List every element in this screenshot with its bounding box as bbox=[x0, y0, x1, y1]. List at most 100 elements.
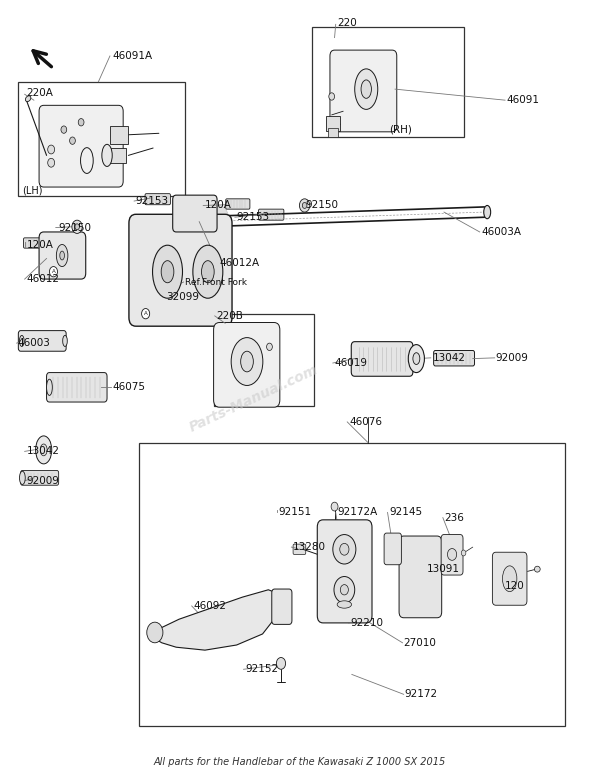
FancyBboxPatch shape bbox=[493, 553, 527, 605]
Circle shape bbox=[75, 224, 79, 229]
Text: 46003A: 46003A bbox=[481, 227, 521, 237]
Text: 13042: 13042 bbox=[433, 353, 466, 363]
Circle shape bbox=[48, 145, 55, 154]
Ellipse shape bbox=[47, 379, 52, 395]
Ellipse shape bbox=[56, 244, 68, 267]
Text: 46075: 46075 bbox=[113, 382, 146, 392]
Text: 120A: 120A bbox=[205, 201, 232, 211]
FancyBboxPatch shape bbox=[145, 194, 170, 205]
Text: 120A: 120A bbox=[26, 240, 53, 250]
FancyBboxPatch shape bbox=[23, 238, 48, 248]
FancyBboxPatch shape bbox=[47, 373, 107, 402]
Text: 46012A: 46012A bbox=[220, 258, 259, 268]
FancyBboxPatch shape bbox=[399, 536, 442, 618]
Text: A: A bbox=[52, 269, 55, 274]
Text: 92153: 92153 bbox=[136, 196, 169, 206]
Text: (LH): (LH) bbox=[22, 186, 43, 196]
Bar bbox=[110, 148, 126, 163]
FancyBboxPatch shape bbox=[173, 195, 217, 232]
Text: 92172: 92172 bbox=[405, 689, 438, 699]
Ellipse shape bbox=[361, 80, 371, 98]
Ellipse shape bbox=[19, 336, 24, 346]
Text: 120: 120 bbox=[505, 581, 524, 591]
Ellipse shape bbox=[408, 345, 424, 373]
Text: 92151: 92151 bbox=[278, 508, 312, 518]
Circle shape bbox=[299, 199, 310, 212]
Text: 92150: 92150 bbox=[306, 201, 339, 211]
Circle shape bbox=[61, 126, 67, 133]
Bar bbox=[328, 128, 338, 137]
Circle shape bbox=[48, 158, 55, 167]
Circle shape bbox=[329, 93, 335, 100]
Text: 92145: 92145 bbox=[389, 508, 422, 518]
FancyBboxPatch shape bbox=[351, 342, 413, 376]
Ellipse shape bbox=[241, 351, 253, 372]
Bar bbox=[326, 116, 340, 131]
Text: 46076: 46076 bbox=[349, 417, 382, 427]
Ellipse shape bbox=[25, 96, 31, 102]
Text: 46091: 46091 bbox=[506, 95, 539, 105]
Circle shape bbox=[147, 622, 163, 642]
Text: 92152: 92152 bbox=[245, 664, 278, 674]
Bar bbox=[139, 443, 565, 726]
FancyBboxPatch shape bbox=[19, 331, 66, 351]
Ellipse shape bbox=[535, 567, 540, 572]
Text: Ref.Front Fork: Ref.Front Fork bbox=[185, 277, 247, 287]
Ellipse shape bbox=[231, 338, 263, 385]
Circle shape bbox=[266, 343, 272, 350]
FancyBboxPatch shape bbox=[259, 209, 284, 220]
Circle shape bbox=[142, 308, 149, 319]
Text: 13091: 13091 bbox=[427, 564, 460, 574]
Text: 236: 236 bbox=[444, 512, 464, 522]
Ellipse shape bbox=[484, 205, 491, 219]
Text: 13280: 13280 bbox=[293, 542, 326, 552]
Ellipse shape bbox=[355, 69, 378, 109]
Text: 92009: 92009 bbox=[496, 353, 529, 363]
Circle shape bbox=[340, 584, 349, 595]
FancyBboxPatch shape bbox=[39, 232, 86, 279]
Circle shape bbox=[302, 202, 307, 208]
Circle shape bbox=[49, 267, 58, 277]
Circle shape bbox=[448, 549, 457, 560]
Text: 46012: 46012 bbox=[26, 274, 59, 284]
FancyBboxPatch shape bbox=[330, 50, 397, 132]
Text: (RH): (RH) bbox=[389, 125, 412, 135]
Text: 27010: 27010 bbox=[404, 638, 437, 648]
Text: 46092: 46092 bbox=[193, 601, 226, 611]
Circle shape bbox=[277, 657, 286, 670]
Text: 92153: 92153 bbox=[236, 212, 270, 222]
Bar bbox=[110, 126, 128, 144]
Ellipse shape bbox=[202, 260, 214, 283]
Text: 92150: 92150 bbox=[58, 222, 91, 232]
Ellipse shape bbox=[502, 566, 517, 591]
Text: 220B: 220B bbox=[217, 311, 244, 321]
Text: 32099: 32099 bbox=[166, 291, 199, 301]
Circle shape bbox=[78, 119, 84, 126]
FancyBboxPatch shape bbox=[39, 105, 123, 187]
Text: 220: 220 bbox=[337, 18, 357, 28]
Text: 92009: 92009 bbox=[26, 476, 59, 486]
Bar bbox=[18, 82, 185, 196]
Ellipse shape bbox=[60, 251, 64, 260]
Circle shape bbox=[70, 137, 76, 144]
Ellipse shape bbox=[40, 444, 47, 456]
FancyBboxPatch shape bbox=[384, 533, 401, 565]
Text: Parts-Manual.com: Parts-Manual.com bbox=[187, 362, 320, 435]
Circle shape bbox=[208, 205, 229, 232]
Circle shape bbox=[72, 220, 82, 233]
Ellipse shape bbox=[19, 471, 25, 484]
FancyBboxPatch shape bbox=[441, 535, 463, 575]
Text: 46091A: 46091A bbox=[113, 51, 153, 61]
Text: 46019: 46019 bbox=[335, 358, 368, 368]
Ellipse shape bbox=[35, 436, 52, 464]
Ellipse shape bbox=[152, 245, 182, 298]
Ellipse shape bbox=[102, 144, 112, 167]
Ellipse shape bbox=[161, 260, 174, 283]
Bar bbox=[311, 26, 464, 137]
FancyBboxPatch shape bbox=[129, 215, 232, 326]
Bar bbox=[214, 314, 314, 406]
Text: 92210: 92210 bbox=[350, 618, 383, 628]
Text: A: A bbox=[144, 312, 148, 316]
FancyBboxPatch shape bbox=[293, 544, 306, 554]
Polygon shape bbox=[153, 590, 281, 650]
